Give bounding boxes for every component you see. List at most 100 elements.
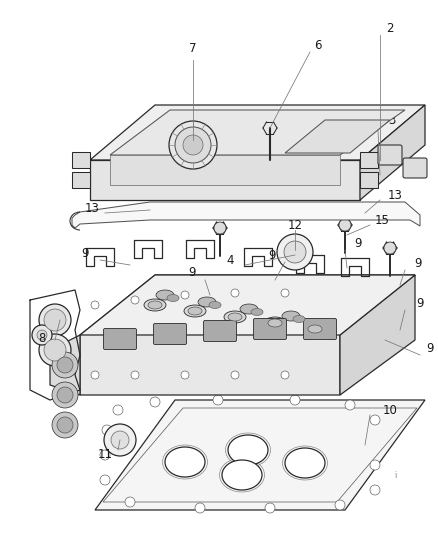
Ellipse shape [155, 290, 173, 300]
Polygon shape [80, 275, 414, 395]
FancyBboxPatch shape [253, 319, 286, 340]
Circle shape [91, 371, 99, 379]
Circle shape [44, 309, 66, 331]
Circle shape [39, 304, 71, 336]
Ellipse shape [307, 325, 321, 333]
Ellipse shape [263, 317, 285, 329]
Polygon shape [95, 400, 424, 510]
Text: 9: 9 [268, 248, 275, 262]
Circle shape [125, 497, 135, 507]
Circle shape [338, 219, 350, 231]
Text: 15: 15 [374, 214, 389, 227]
Text: 13: 13 [387, 189, 402, 201]
Text: 7: 7 [189, 42, 196, 54]
Ellipse shape [148, 301, 162, 309]
Text: 10: 10 [381, 403, 396, 416]
Circle shape [280, 371, 288, 379]
Ellipse shape [303, 323, 325, 335]
Circle shape [169, 121, 216, 169]
FancyBboxPatch shape [103, 328, 136, 350]
Circle shape [175, 127, 211, 163]
Circle shape [265, 503, 274, 513]
Ellipse shape [166, 295, 179, 302]
Circle shape [280, 289, 288, 297]
Polygon shape [72, 152, 90, 168]
Circle shape [131, 371, 139, 379]
Circle shape [180, 291, 189, 299]
Circle shape [32, 325, 52, 345]
Circle shape [369, 485, 379, 495]
Circle shape [113, 405, 123, 415]
Circle shape [183, 135, 202, 155]
Polygon shape [359, 172, 377, 188]
Circle shape [52, 382, 78, 408]
FancyBboxPatch shape [402, 158, 426, 178]
Polygon shape [50, 335, 80, 395]
Circle shape [194, 503, 205, 513]
Ellipse shape [184, 305, 205, 317]
FancyBboxPatch shape [303, 319, 336, 340]
Text: 12: 12 [287, 219, 302, 231]
Text: 8: 8 [38, 332, 46, 344]
Text: 11: 11 [97, 448, 112, 462]
Polygon shape [110, 110, 404, 155]
FancyBboxPatch shape [153, 324, 186, 344]
Text: 3: 3 [388, 114, 395, 126]
Text: 4: 4 [226, 254, 233, 266]
Circle shape [104, 424, 136, 456]
Ellipse shape [281, 311, 299, 321]
Circle shape [369, 415, 379, 425]
Circle shape [111, 431, 129, 449]
Text: i: i [393, 471, 395, 480]
Ellipse shape [187, 307, 201, 315]
Ellipse shape [222, 460, 261, 490]
Circle shape [213, 222, 226, 234]
Polygon shape [80, 275, 414, 335]
Circle shape [212, 395, 223, 405]
Circle shape [52, 412, 78, 438]
Ellipse shape [292, 316, 304, 322]
Circle shape [37, 330, 47, 340]
Circle shape [334, 500, 344, 510]
Ellipse shape [227, 313, 241, 321]
Text: 6: 6 [314, 38, 321, 52]
Circle shape [39, 334, 71, 366]
Text: 9: 9 [425, 342, 433, 354]
Circle shape [57, 417, 73, 433]
Text: 9: 9 [81, 246, 88, 260]
Polygon shape [90, 160, 359, 200]
Polygon shape [110, 155, 339, 185]
Polygon shape [284, 120, 389, 153]
Circle shape [180, 371, 189, 379]
Text: 9: 9 [413, 256, 421, 270]
Circle shape [91, 301, 99, 309]
Ellipse shape [251, 309, 262, 316]
Ellipse shape [223, 311, 245, 323]
Circle shape [57, 357, 73, 373]
Ellipse shape [284, 448, 324, 478]
Circle shape [290, 395, 299, 405]
Polygon shape [359, 152, 377, 168]
Text: 9: 9 [353, 237, 361, 249]
Ellipse shape [240, 304, 258, 314]
Circle shape [100, 450, 110, 460]
Circle shape [52, 352, 78, 378]
Text: 9: 9 [415, 296, 423, 310]
Circle shape [230, 289, 238, 297]
FancyBboxPatch shape [203, 320, 236, 342]
Circle shape [283, 241, 305, 263]
Text: 9: 9 [188, 265, 195, 279]
Ellipse shape [144, 299, 166, 311]
Circle shape [276, 234, 312, 270]
Circle shape [369, 460, 379, 470]
Ellipse shape [198, 297, 215, 307]
Circle shape [100, 475, 110, 485]
Circle shape [102, 425, 112, 435]
Circle shape [150, 397, 159, 407]
Polygon shape [339, 275, 414, 395]
Circle shape [230, 371, 238, 379]
Circle shape [44, 339, 66, 361]
Circle shape [383, 242, 395, 254]
Ellipse shape [208, 302, 220, 309]
Circle shape [131, 296, 139, 304]
